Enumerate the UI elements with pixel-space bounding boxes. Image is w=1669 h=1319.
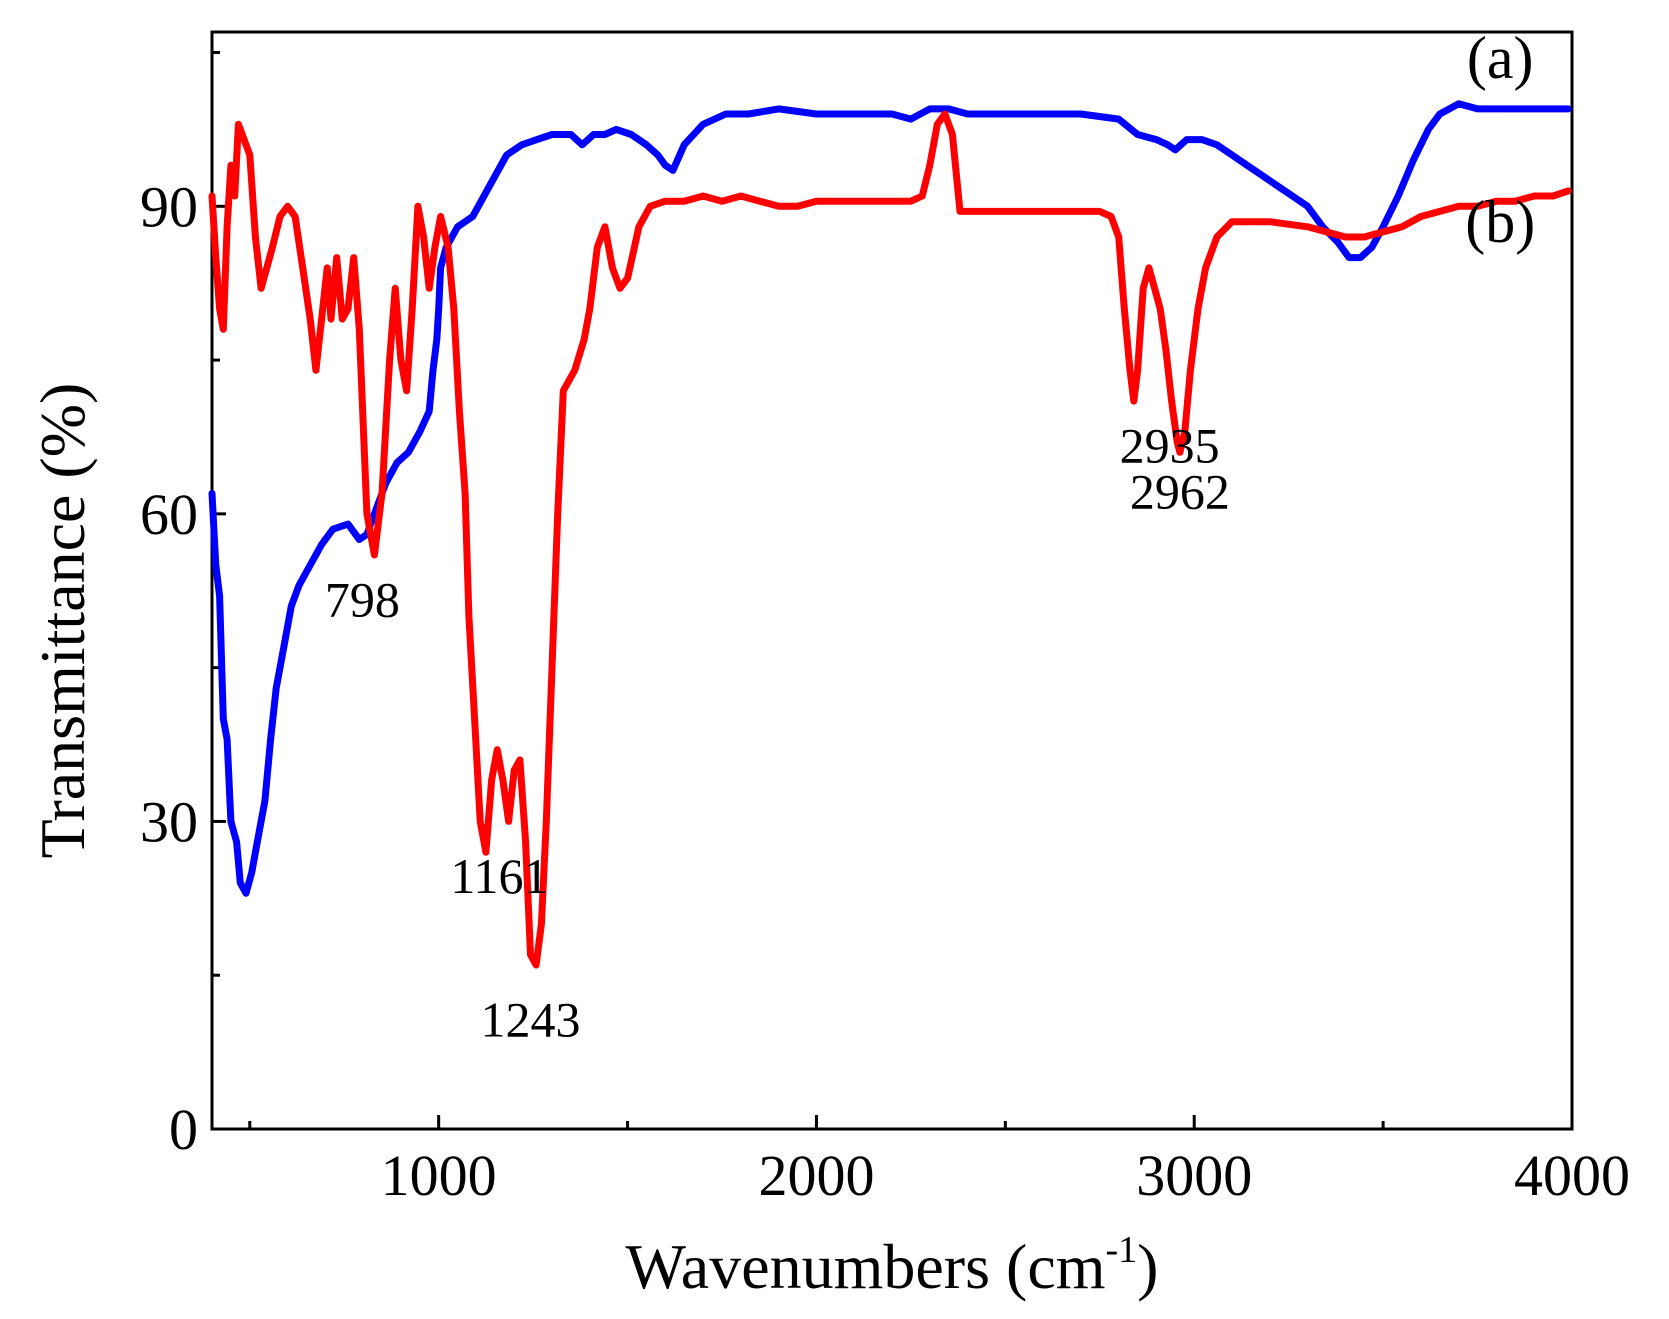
series-line-a — [208, 100, 1572, 897]
peak-label-2935: 2935 — [1120, 418, 1220, 474]
y-tick-label-0: 0 — [169, 1097, 198, 1162]
y-tick-label-30: 30 — [140, 789, 198, 854]
x-tick-label-3000: 3000 — [1136, 1143, 1252, 1208]
y-axis: 0 30 60 90 — [140, 51, 226, 1162]
peak-label-798: 798 — [325, 571, 400, 627]
x-tick-label-2000: 2000 — [758, 1143, 874, 1208]
peak-label-1161: 1161 — [450, 848, 548, 904]
plot-frame — [210, 30, 1574, 1131]
x-axis-title-close: ) — [1137, 1231, 1158, 1302]
x-axis-title: Wavenumbers (cm-1) — [626, 1229, 1159, 1302]
x-axis: 1000 2000 3000 4000 — [248, 1115, 1630, 1208]
x-axis-title-superscript: -1 — [1106, 1229, 1138, 1271]
series-label-b: (b) — [1465, 189, 1535, 255]
y-tick-label-90: 90 — [140, 174, 198, 239]
plot-area — [210, 30, 1574, 1131]
y-tick-label-60: 60 — [140, 482, 198, 547]
series-labels: (a) (b) — [1465, 25, 1535, 255]
y-axis-title: Transmittance (%) — [27, 383, 98, 859]
x-axis-title-main: Wavenumbers (cm — [626, 1231, 1106, 1302]
series-line-b — [208, 110, 1572, 969]
peak-label-1243: 1243 — [480, 992, 580, 1048]
peak-label-2962: 2962 — [1130, 464, 1230, 520]
series-label-a: (a) — [1467, 25, 1534, 91]
x-tick-label-1000: 1000 — [381, 1143, 497, 1208]
series-lines — [208, 100, 1572, 969]
x-tick-label-4000: 4000 — [1514, 1143, 1630, 1208]
